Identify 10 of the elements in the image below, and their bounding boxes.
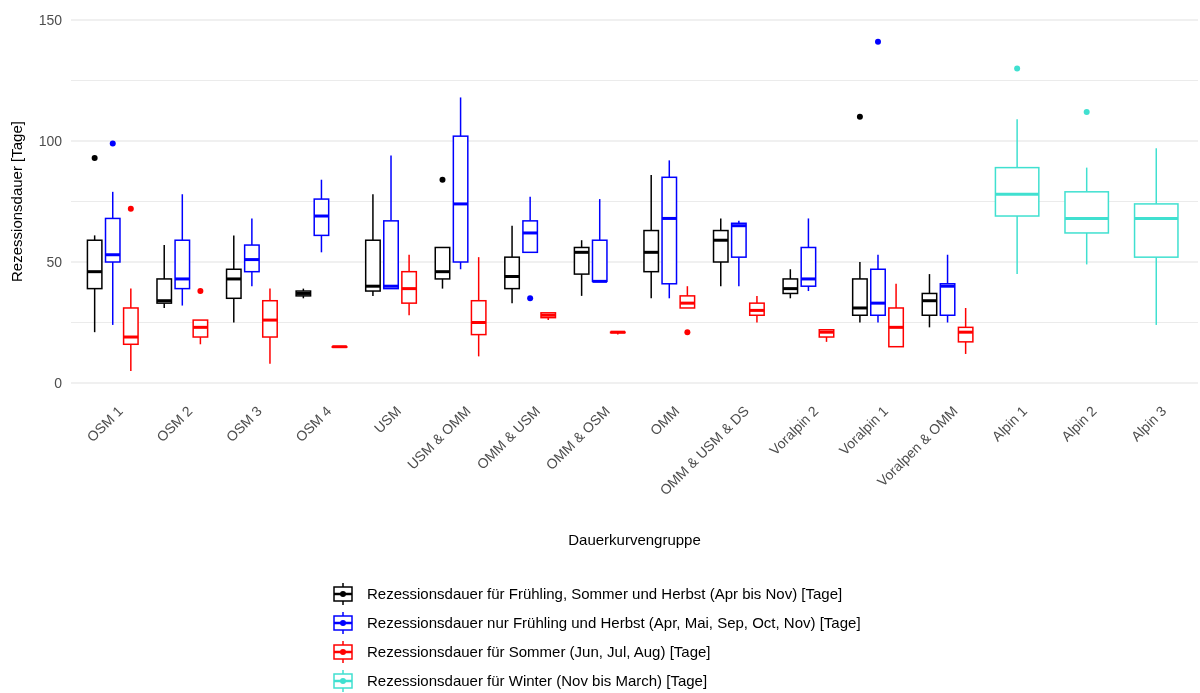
legend-label: Rezessionsdauer für Winter (Nov bis March) [Tage] (367, 672, 708, 690)
legend-label: Rezessionsdauer für Frühling, Sommer und Herbst (Apr bis Nov) [Tage] (367, 585, 843, 603)
y-tick-label: 0 (54, 374, 63, 391)
x-axis-title: Dauerkurvengruppe (568, 531, 701, 548)
y-tick-label: 150 (38, 11, 63, 28)
legend-label: Rezessionsdauer nur Frühling und Herbst (Apr, Mai, Sep, Oct, Nov) [Tage] (367, 614, 861, 632)
legend-label: Rezessionsdauer für Sommer (Jun, Jul, Aug) [Tage] (367, 643, 711, 661)
y-axis-title: Rezessionsdauer [Tage] (8, 121, 25, 282)
y-tick-label: 100 (38, 132, 63, 149)
y-tick-label: 50 (46, 253, 63, 270)
